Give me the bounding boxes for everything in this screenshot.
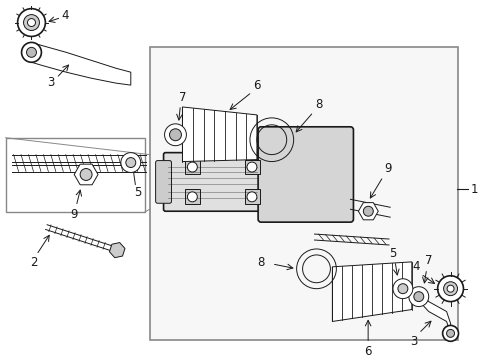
Circle shape	[408, 287, 428, 307]
Circle shape	[397, 284, 407, 294]
Text: 5: 5	[134, 186, 141, 199]
Circle shape	[26, 48, 37, 57]
Polygon shape	[332, 262, 411, 321]
Circle shape	[246, 162, 256, 172]
Circle shape	[23, 15, 40, 31]
Text: 4: 4	[411, 260, 419, 273]
Circle shape	[446, 329, 454, 337]
Text: 9: 9	[384, 162, 391, 175]
Circle shape	[442, 325, 458, 341]
Circle shape	[27, 19, 36, 27]
Text: 2: 2	[30, 256, 37, 269]
Circle shape	[413, 292, 423, 302]
Text: 5: 5	[388, 247, 396, 260]
Circle shape	[446, 285, 453, 292]
Circle shape	[392, 279, 412, 298]
Circle shape	[246, 192, 256, 202]
Circle shape	[187, 162, 197, 172]
Text: 6: 6	[364, 345, 371, 358]
Circle shape	[187, 192, 197, 202]
Bar	[244, 189, 259, 204]
FancyBboxPatch shape	[155, 161, 171, 203]
Text: 8: 8	[257, 256, 264, 269]
Circle shape	[80, 168, 92, 180]
Polygon shape	[416, 289, 449, 333]
Circle shape	[363, 206, 372, 216]
Text: 1: 1	[469, 183, 477, 196]
Polygon shape	[182, 107, 256, 162]
Circle shape	[443, 282, 457, 296]
Text: 3: 3	[409, 335, 417, 348]
Text: 4: 4	[61, 9, 69, 22]
Text: 6: 6	[253, 78, 260, 91]
Bar	[149, 48, 457, 340]
Polygon shape	[31, 42, 130, 85]
Circle shape	[164, 124, 186, 146]
Text: 7: 7	[424, 255, 431, 267]
FancyBboxPatch shape	[258, 127, 353, 222]
Bar	[185, 189, 200, 204]
FancyBboxPatch shape	[163, 153, 268, 211]
Circle shape	[121, 153, 141, 172]
Bar	[6, 138, 144, 212]
Text: 7: 7	[178, 90, 186, 104]
Bar	[244, 159, 259, 175]
Circle shape	[169, 129, 181, 141]
Circle shape	[125, 158, 136, 167]
Text: 9: 9	[70, 208, 78, 221]
Circle shape	[21, 42, 41, 62]
Circle shape	[437, 276, 463, 302]
Text: 8: 8	[314, 99, 322, 112]
Circle shape	[18, 9, 45, 36]
Bar	[185, 159, 200, 175]
Text: 3: 3	[47, 76, 55, 89]
